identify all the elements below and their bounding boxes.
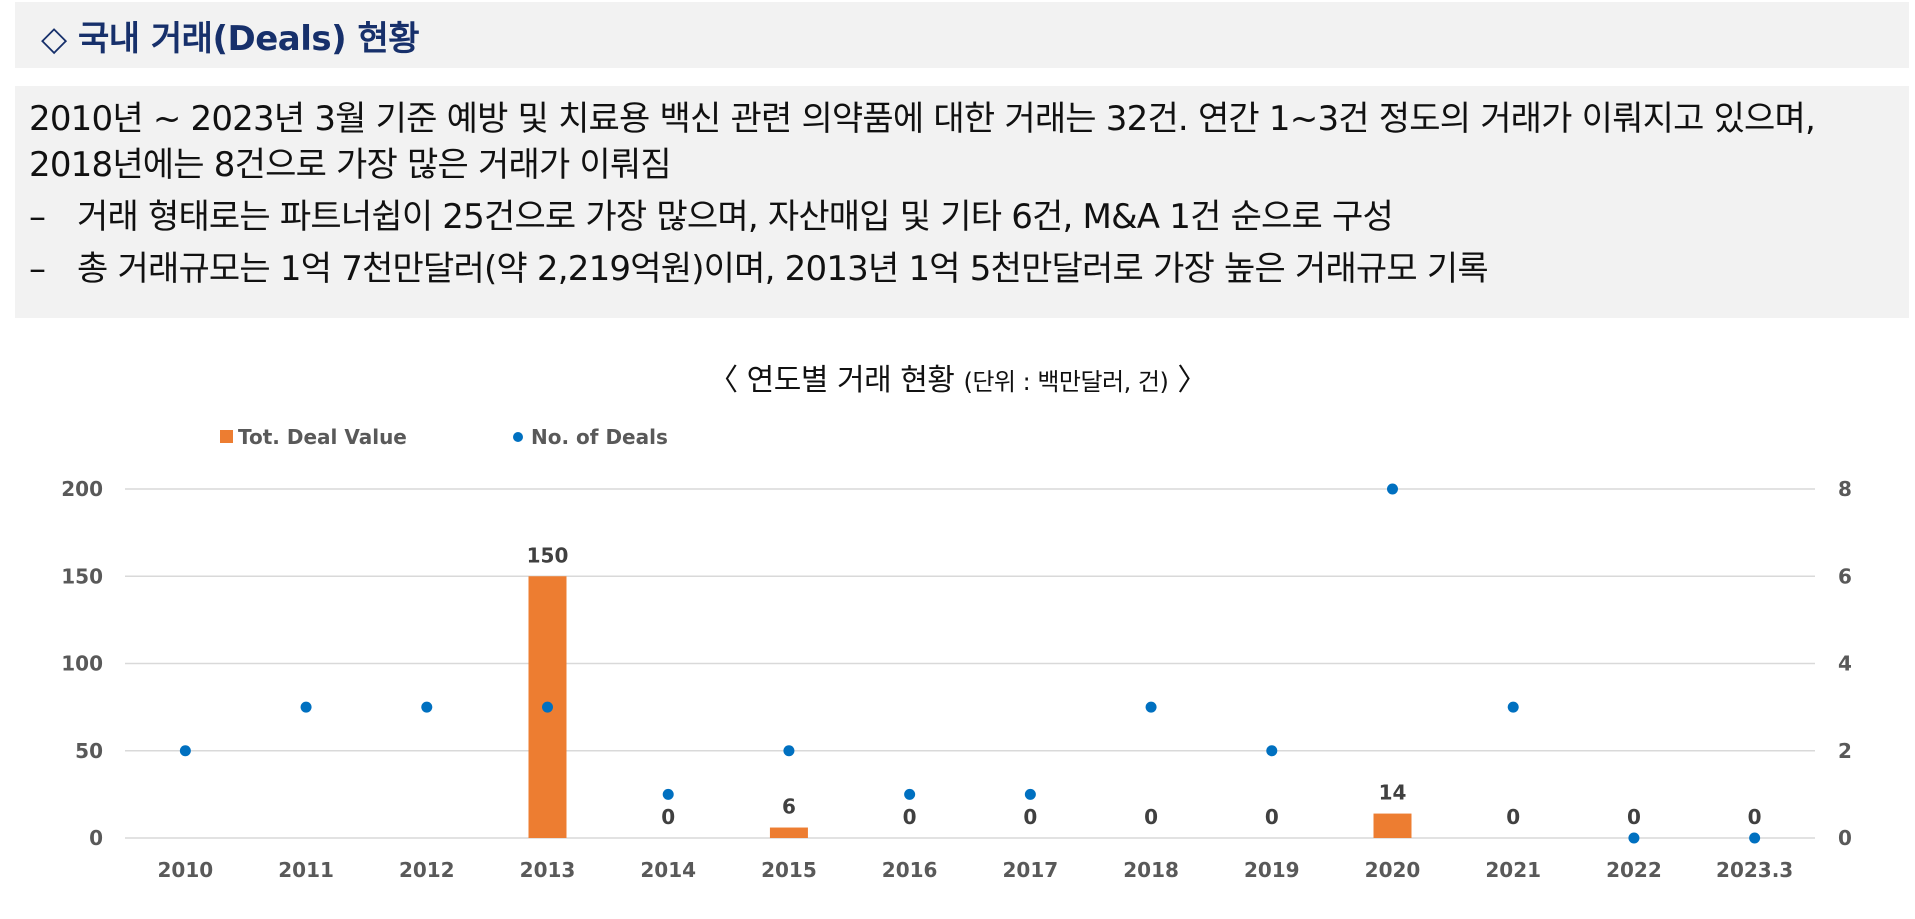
deal-count-point [1628, 832, 1640, 844]
bar-data-label: 0 [1627, 805, 1641, 829]
bar [1373, 813, 1412, 838]
bullet-dash: – [29, 249, 46, 289]
deal-count-point [1145, 701, 1157, 713]
x-tick-label: 2017 [1003, 858, 1059, 882]
x-tick-label: 2019 [1244, 858, 1300, 882]
legend-point-swatch [513, 432, 523, 442]
x-tick-label: 2010 [158, 858, 214, 882]
bar-data-label: 0 [661, 805, 675, 829]
x-tick-label: 2020 [1365, 858, 1421, 882]
deal-count-point [1387, 483, 1398, 495]
deal-count-point [300, 701, 312, 713]
x-tick-label: 2022 [1606, 858, 1662, 882]
bullet-text: 거래 형태로는 파트너쉽이 25건으로 가장 많으며, 자산매입 및 기타 6건… [77, 197, 1394, 237]
x-tick-label: 2015 [761, 858, 817, 882]
deal-count-point [179, 745, 191, 757]
y-right-tick-label: 2 [1838, 739, 1852, 763]
deal-count-point [1749, 832, 1761, 844]
deal-count-point [904, 788, 916, 800]
bar-data-label: 0 [1023, 805, 1037, 829]
bar-data-label: 0 [1144, 805, 1158, 829]
deal-count-point [1507, 701, 1519, 713]
summary-line-1b: 2018년에는 8건으로 가장 많은 거래가 이뤄짐 [29, 145, 672, 185]
chart-title-main: 〈 연도별 거래 현황 [708, 363, 964, 398]
y-right-tick-label: 4 [1838, 652, 1852, 676]
bar-data-label: 0 [1265, 805, 1279, 829]
x-tick-label: 2014 [640, 858, 696, 882]
y-right-tick-label: 8 [1838, 477, 1852, 501]
bar-data-label: 6 [782, 795, 796, 819]
summary-line-1a: 2010년 ~ 2023년 3월 기준 예방 및 치료용 백신 관련 의약품에 … [29, 99, 1816, 139]
y-left-tick-label: 200 [61, 477, 103, 501]
chart-title-unit: (단위 : 백만달러, 건) [963, 368, 1169, 396]
x-tick-label: 2016 [882, 858, 938, 882]
section-header: ◇ 국내 거래(Deals) 현황 [15, 2, 1909, 68]
legend-point-label: No. of Deals [531, 425, 668, 449]
summary-box: 2010년 ~ 2023년 3월 기준 예방 및 치료용 백신 관련 의약품에 … [15, 86, 1909, 318]
y-right-tick-label: 6 [1838, 564, 1852, 588]
bar [769, 827, 808, 838]
bullet-dash: – [29, 197, 46, 237]
y-left-tick-label: 0 [89, 826, 103, 850]
x-tick-label: 2021 [1485, 858, 1541, 882]
bullet-text: 총 거래규모는 1억 7천만달러(약 2,219억원)이며, 2013년 1억 … [77, 249, 1489, 289]
legend-bar-label: Tot. Deal Value [238, 425, 407, 449]
deal-count-point [421, 701, 433, 713]
bar-data-label: 0 [1748, 805, 1762, 829]
section-title: ◇ 국내 거래(Deals) 현황 [41, 18, 420, 59]
y-left-tick-label: 100 [61, 652, 103, 676]
y-left-tick-label: 50 [75, 739, 103, 763]
deal-count-point [1266, 745, 1278, 757]
summary-bullet-2: – 총 거래규모는 1억 7천만달러(약 2,219억원)이며, 2013년 1… [29, 246, 1895, 292]
x-tick-label: 2012 [399, 858, 455, 882]
y-right-tick-label: 0 [1838, 826, 1852, 850]
legend-bar-swatch [220, 430, 233, 443]
bar-data-label: 0 [1506, 805, 1520, 829]
summary-bullet-1: – 거래 형태로는 파트너쉽이 25건으로 가장 많으며, 자산매입 및 기타 … [29, 194, 1895, 240]
chart-title-close: 〉 [1168, 363, 1207, 398]
x-tick-label: 2018 [1123, 858, 1179, 882]
deal-count-point [662, 788, 674, 800]
bar-data-label: 150 [527, 543, 569, 567]
deal-count-point [542, 701, 553, 713]
bar-data-label: 0 [903, 805, 917, 829]
x-tick-label: 2013 [520, 858, 576, 882]
x-tick-label: 2011 [278, 858, 334, 882]
deal-count-point [1024, 788, 1036, 800]
x-tick-label: 2023.3 [1716, 858, 1793, 882]
deal-count-point [783, 745, 795, 757]
bar-data-label: 14 [1379, 781, 1407, 805]
chart-title: 〈 연도별 거래 현황 (단위 : 백만달러, 건) 〉 [0, 355, 1915, 399]
y-left-tick-label: 150 [61, 564, 103, 588]
